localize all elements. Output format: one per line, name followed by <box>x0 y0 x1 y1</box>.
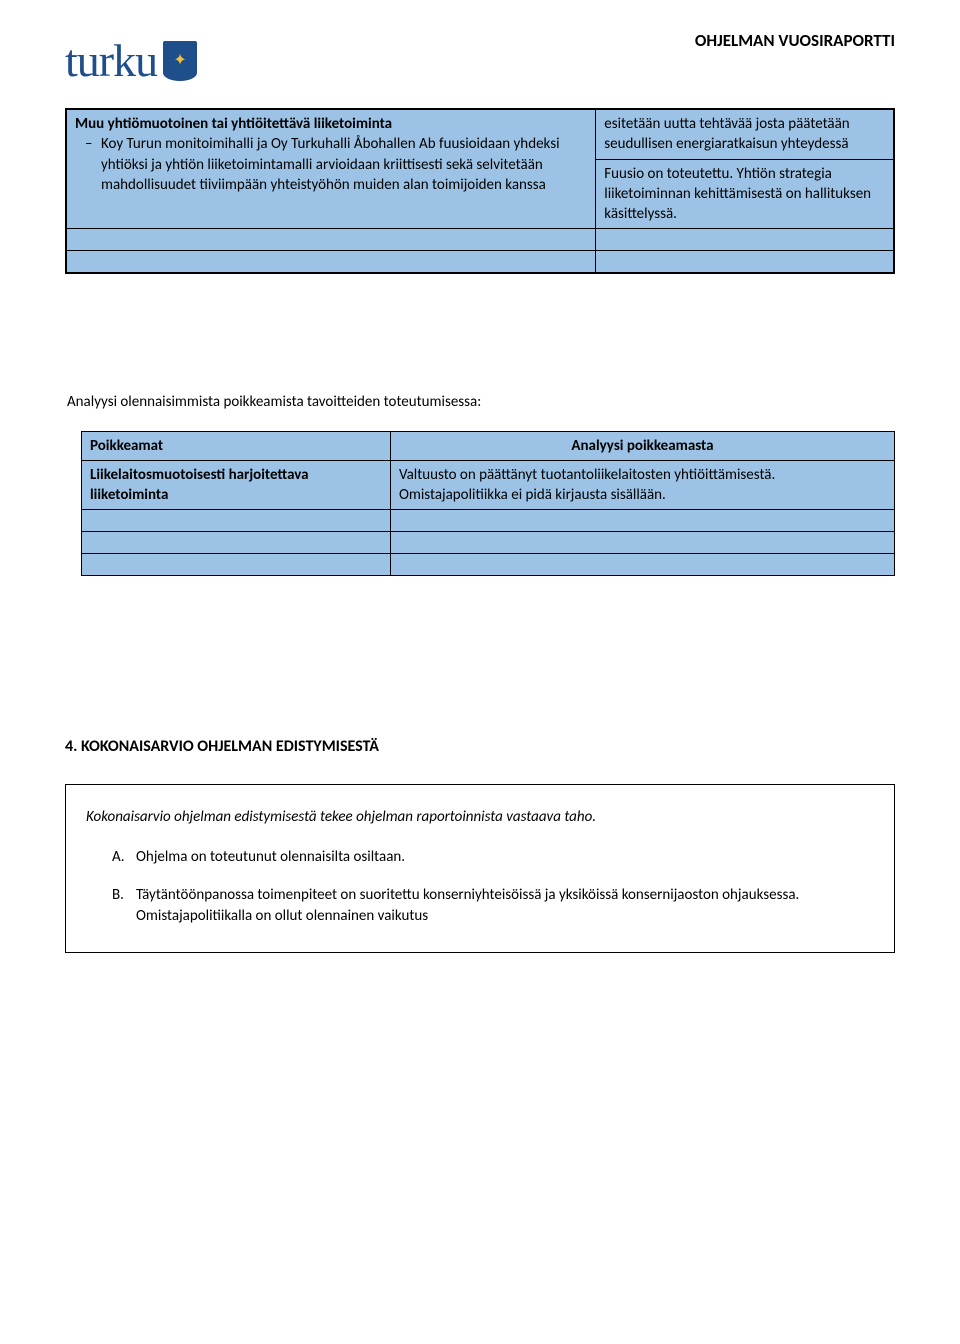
deviation-header-1: Poikkeamat <box>82 431 391 460</box>
document-title: OHJELMAN VUOSIRAPORTTI <box>695 30 895 53</box>
section-4-heading: 4. KOKONAISARVIO OHJELMAN EDISTYMISESTÄ <box>65 736 895 758</box>
assessment-list: A. Ohjelma on toteutunut olennaisilta os… <box>86 847 874 926</box>
logo: turku <box>65 30 197 92</box>
item-letter: B. <box>112 885 124 905</box>
empty-cell <box>596 229 894 251</box>
empty-cell <box>596 251 894 273</box>
list-item: B. Täytäntöönpanossa toimenpiteet on suo… <box>112 885 874 926</box>
empty-cell <box>390 554 894 576</box>
empty-cell <box>390 532 894 554</box>
assessment-intro: Kokonaisarvio ohjelman edistymisestä tek… <box>86 807 874 827</box>
list-item: A. Ohjelma on toteutunut olennaisilta os… <box>112 847 874 867</box>
deviation-row1-right: Valtuusto on päättänyt tuotantoliikelait… <box>390 460 894 510</box>
empty-cell <box>67 251 596 273</box>
empty-cell <box>82 510 391 532</box>
right-cell: Fuusio on toteutettu. Yhtiön strategia l… <box>596 159 894 229</box>
deviation-table: Poikkeamat Analyysi poikkeamasta Liikela… <box>81 431 895 577</box>
top-right-cell: esitetään uutta tehtävää josta päätetään… <box>596 110 894 160</box>
logo-text: turku <box>65 30 157 92</box>
empty-cell <box>67 229 596 251</box>
main-table-left-cell: Muu yhtiömuotoinen tai yhtiöitettävä lii… <box>67 110 596 229</box>
analysis-heading: Analyysi olennaisimmista poikkeamista ta… <box>67 392 895 412</box>
spacer <box>65 576 895 726</box>
bullet-item: Koy Turun monitoimihalli ja Oy Turkuhall… <box>75 134 587 195</box>
item-text: Täytäntöönpanossa toimenpiteet on suorit… <box>136 886 799 924</box>
deviation-table-wrap: Poikkeamat Analyysi poikkeamasta Liikela… <box>81 431 895 577</box>
item-text: Ohjelma on toteutunut olennaisilta osilt… <box>136 848 405 866</box>
row-title: Muu yhtiömuotoinen tai yhtiöitettävä lii… <box>75 114 587 134</box>
page: turku OHJELMAN VUOSIRAPORTTI Muu yhtiömu… <box>0 0 960 1003</box>
empty-cell <box>390 510 894 532</box>
assessment-box: Kokonaisarvio ohjelman edistymisestä tek… <box>65 784 895 953</box>
main-table: Muu yhtiömuotoinen tai yhtiöitettävä lii… <box>66 109 894 273</box>
empty-cell <box>82 554 391 576</box>
page-header: turku OHJELMAN VUOSIRAPORTTI <box>65 30 895 92</box>
empty-cell <box>82 532 391 554</box>
main-table-frame: Muu yhtiömuotoinen tai yhtiöitettävä lii… <box>65 108 895 274</box>
spacer <box>65 274 895 374</box>
item-letter: A. <box>112 847 125 867</box>
deviation-header-2: Analyysi poikkeamasta <box>390 431 894 460</box>
deviation-row1-left: Liikelaitosmuotoisesti harjoitettava lii… <box>82 460 391 510</box>
coat-of-arms-icon <box>163 41 197 81</box>
